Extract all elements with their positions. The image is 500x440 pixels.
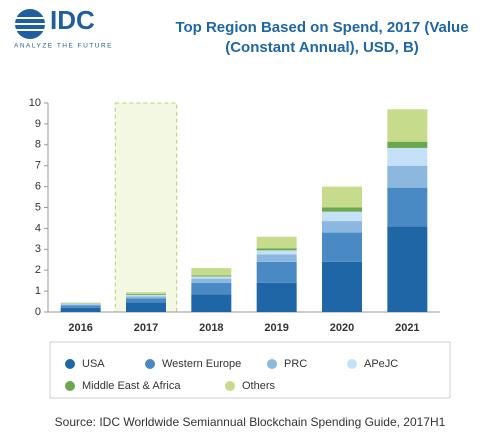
bar-segment	[60, 303, 101, 305]
bar-segment	[322, 221, 362, 233]
chart-title: Top Region Based on Spend, 2017 (Value	[175, 19, 468, 36]
bar-segment	[387, 165, 428, 188]
legend-label: Middle East & Africa	[82, 380, 181, 392]
y-tick-label: 9	[35, 118, 41, 130]
y-tick-label: 8	[35, 139, 41, 151]
logo-globe	[15, 9, 45, 39]
bar-segment	[126, 298, 166, 303]
bar-segment	[191, 276, 232, 279]
y-tick-label: 0	[35, 306, 41, 318]
legend-label: APeJC	[364, 358, 398, 370]
legend-label: USA	[82, 358, 105, 370]
y-tick-label: 1	[35, 285, 41, 297]
logo-tagline: ANALYZE THE FUTURE	[14, 43, 113, 50]
bar-segment	[126, 302, 166, 312]
legend-swatch	[267, 359, 277, 369]
bar-segment	[387, 187, 428, 227]
logo-name: IDC	[50, 5, 95, 35]
bar-segment	[387, 147, 428, 166]
legend-swatch	[145, 359, 155, 369]
y-tick-label: 7	[35, 160, 41, 172]
bar-segment	[322, 186, 362, 208]
chart-title: (Constant Annual), USD, B)	[225, 39, 419, 56]
bar-segment	[322, 207, 362, 212]
bar-segment	[191, 282, 232, 295]
bar-segment	[191, 278, 232, 283]
x-tick-label: 2020	[330, 322, 354, 334]
source: Source: IDC Worldwide Semiannual Blockch…	[55, 415, 446, 429]
legend-label: Others	[242, 380, 276, 392]
legend-swatch	[65, 359, 75, 369]
bar-segment	[256, 236, 297, 249]
bar-segment	[256, 250, 297, 255]
bar-segment	[387, 109, 428, 142]
bar-segment	[126, 296, 166, 299]
legend-swatch	[65, 381, 75, 391]
bar-segment	[256, 261, 297, 283]
x-tick-label: 2016	[68, 322, 92, 334]
y-tick-label: 10	[29, 97, 41, 109]
y-tick-label: 6	[35, 181, 41, 193]
bar-segment	[322, 211, 362, 222]
bar-segment	[126, 292, 166, 295]
x-tick-label: 2019	[264, 322, 288, 334]
y-tick-label: 5	[35, 201, 41, 213]
bar-segment	[387, 141, 428, 148]
legend-label: Western Europe	[162, 358, 241, 370]
y-tick-label: 3	[35, 243, 41, 255]
bar-segment	[60, 304, 101, 306]
legend-box	[49, 341, 451, 399]
legend-label: PRC	[284, 358, 307, 370]
y-tick-label: 2	[35, 264, 41, 276]
bar-segment	[60, 305, 101, 308]
bar-segment	[387, 226, 428, 312]
bar-segment	[126, 294, 166, 297]
highlight-box	[114, 102, 178, 313]
x-tick-label: 2018	[199, 322, 223, 334]
bar-segment	[191, 275, 232, 277]
y-tick-label: 4	[35, 222, 41, 234]
bar-segment	[256, 254, 297, 262]
legend-swatch	[347, 359, 357, 369]
bar-segment	[126, 294, 166, 295]
bar-segment	[322, 232, 362, 262]
x-tick-label: 2021	[395, 322, 419, 334]
bar-segment	[256, 248, 297, 251]
bar-segment	[256, 282, 297, 312]
bar-segment	[322, 261, 362, 312]
bar-segment	[60, 307, 101, 312]
x-tick-label: 2017	[134, 322, 158, 334]
bar-segment	[60, 302, 101, 304]
bar-segment	[191, 294, 232, 312]
legend-swatch	[225, 381, 235, 391]
bar-segment	[191, 268, 232, 276]
